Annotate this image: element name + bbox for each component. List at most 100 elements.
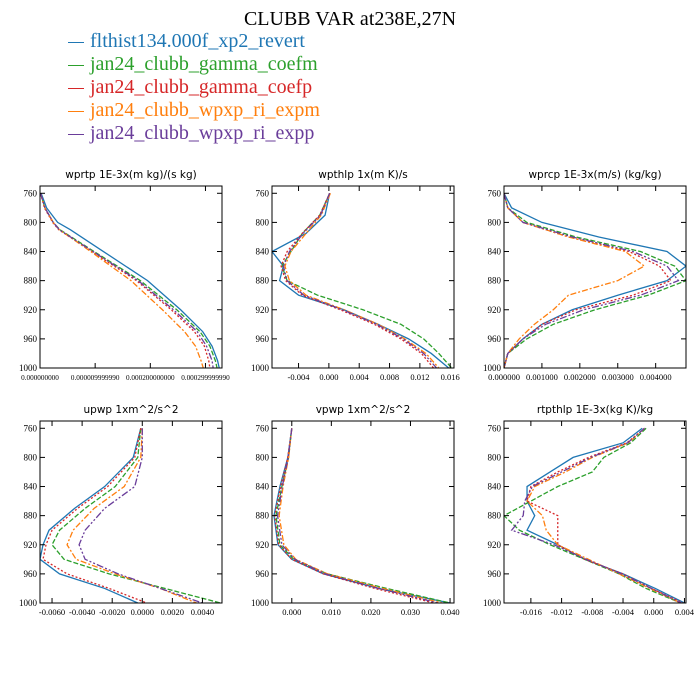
x-tick-label: 0.002000	[564, 372, 596, 382]
series-group	[504, 193, 686, 368]
series-group	[41, 193, 220, 368]
y-tick-label: 840	[256, 247, 270, 257]
plot-frame	[504, 186, 686, 368]
x-tick-label: 0.030	[401, 607, 420, 617]
x-tick-label: 0.016	[441, 372, 460, 382]
panel-title: rtpthlp 1E-3x(kg K)/kg	[537, 404, 653, 416]
x-tick-label: 0.000	[282, 607, 301, 617]
series-line	[43, 428, 147, 603]
series-line	[41, 193, 204, 368]
x-tick-label: 0.004000	[640, 372, 672, 382]
series-line	[41, 193, 214, 368]
x-tick-label: 0.0040	[191, 607, 214, 617]
y-tick-label: 880	[488, 276, 502, 286]
x-tick-label: 0.0020	[161, 607, 184, 617]
y-tick-label: 800	[488, 452, 502, 462]
series-line	[527, 428, 681, 603]
x-tick-label: 0.000	[319, 372, 338, 382]
y-tick-label: 840	[488, 247, 502, 257]
x-tick-label: 0.004	[675, 607, 695, 617]
chart-panel: wprtp 1E-3x(m kg)/(s kg) 760 800 840 880 920 9…	[19, 169, 230, 382]
y-tick-label: 1000	[19, 598, 38, 608]
series-line	[504, 193, 686, 368]
series-line	[527, 428, 684, 603]
chart-panel: rtpthlp 1E-3x(kg K)/kg 760 800 840 880 920 960…	[483, 404, 695, 617]
y-tick-label: 960	[488, 334, 502, 344]
y-tick-label: 960	[256, 569, 270, 579]
chart-panel: upwp 1xm^2/s^27608008408809209601000-0.0…	[19, 404, 222, 617]
chart-grid: wprtp 1E-3x(m kg)/(s kg) 760 800 840 880 920 9…	[0, 0, 700, 700]
plot-frame	[504, 421, 686, 603]
series-line	[274, 428, 450, 603]
y-tick-label: 920	[24, 540, 38, 550]
y-tick-label: 880	[256, 276, 270, 286]
y-tick-label: 840	[488, 482, 502, 492]
x-tick-label: 0.000000000	[21, 374, 59, 382]
y-tick-label: 840	[24, 482, 38, 492]
plot-frame	[40, 186, 222, 368]
x-tick-label: 0.020	[361, 607, 380, 617]
series-line	[504, 193, 644, 368]
panel-title: wprtp 1E-3x(m kg)/(s kg)	[65, 169, 196, 181]
y-tick-label: 920	[488, 305, 502, 315]
x-tick-label: 0.040	[440, 607, 459, 617]
series-line	[41, 193, 217, 368]
x-tick-label: -0.012	[551, 607, 573, 617]
x-tick-label: 0.010	[322, 607, 341, 617]
series-line	[504, 193, 686, 368]
y-tick-label: 1000	[251, 598, 270, 608]
y-tick-label: 760	[256, 188, 270, 198]
series-line	[504, 193, 671, 368]
y-tick-label: 760	[256, 423, 270, 433]
x-tick-label: 0.000009999990	[71, 374, 120, 382]
y-tick-label: 800	[256, 452, 270, 462]
y-tick-label: 1000	[19, 363, 38, 373]
series-line	[281, 193, 433, 368]
x-tick-label: -0.0040	[69, 607, 95, 617]
series-line	[276, 428, 450, 603]
y-tick-label: 880	[24, 276, 38, 286]
panel-title: wpthlp 1x(m K)/s	[318, 169, 408, 181]
y-tick-label: 920	[488, 540, 502, 550]
y-tick-label: 800	[24, 217, 38, 227]
series-line	[512, 428, 682, 603]
y-tick-label: 800	[24, 452, 38, 462]
series-line	[504, 428, 681, 603]
y-tick-label: 880	[256, 511, 270, 521]
y-tick-label: 760	[488, 188, 502, 198]
chart-panel: vpwp 1xm^2/s^2 760 800 840 880 920 960 1000 0.00…	[251, 404, 460, 617]
series-line	[278, 428, 439, 603]
x-tick-label: -0.004	[612, 607, 635, 617]
x-tick-label: 0.003000	[602, 372, 634, 382]
y-tick-label: 800	[256, 217, 270, 227]
series-line	[285, 193, 439, 368]
y-tick-label: 960	[24, 569, 38, 579]
x-tick-label: 0.000200000000	[126, 374, 175, 382]
plot-frame	[272, 421, 454, 603]
x-tick-label: -0.0060	[39, 607, 65, 617]
x-tick-label: 0.000	[644, 607, 663, 617]
x-tick-label: 0.0000	[131, 607, 154, 617]
series-group	[274, 428, 450, 603]
panel-title: vpwp 1xm^2/s^2	[316, 404, 411, 416]
y-tick-label: 880	[24, 511, 38, 521]
series-line	[279, 428, 442, 603]
x-tick-label: 0.000000	[488, 372, 520, 382]
chart-panel: wprcp 1E-3x(m/s) (kg/kg) 760 800 840 880 920 9…	[483, 169, 686, 382]
y-tick-label: 960	[488, 569, 502, 579]
series-group	[504, 428, 684, 603]
x-tick-label: 0.001000	[526, 372, 558, 382]
series-group	[272, 193, 452, 368]
y-tick-label: 760	[24, 188, 38, 198]
chart-panel: wpthlp 1x(m K)/s7608008408809209601000-0…	[251, 169, 460, 382]
x-tick-label: -0.0020	[99, 607, 125, 617]
y-tick-label: 1000	[251, 363, 270, 373]
y-tick-label: 840	[24, 247, 38, 257]
y-tick-label: 760	[488, 423, 502, 433]
y-tick-label: 920	[256, 305, 270, 315]
series-group	[40, 428, 221, 603]
y-tick-label: 920	[24, 305, 38, 315]
y-tick-label: 840	[256, 482, 270, 492]
x-tick-label: -0.016	[520, 607, 542, 617]
series-line	[41, 193, 210, 368]
